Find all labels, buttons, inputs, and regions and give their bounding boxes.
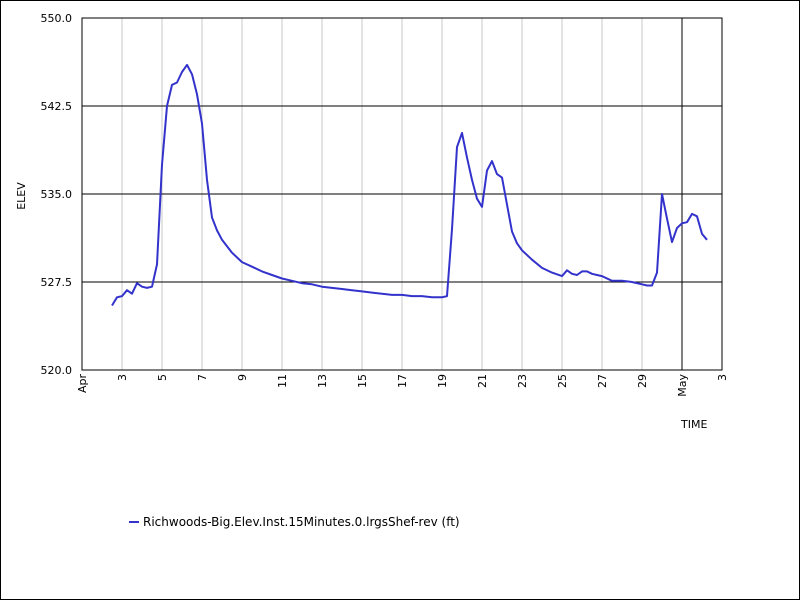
x-tick-labels: Apr 3 5 7 9 11 13 15 17 19 21 23 25 27 29 May 3 [76, 374, 729, 397]
x-tick-label: 27 [596, 374, 609, 388]
x-tick-label: 15 [356, 374, 369, 388]
x-tick-label: 29 [636, 374, 649, 388]
series-line [111, 63, 708, 307]
x-tick-label: 13 [316, 374, 329, 388]
legend-swatch [129, 521, 139, 523]
series-layer [111, 63, 708, 307]
x-axis-label: TIME [680, 418, 707, 431]
legend-label: Richwoods-Big.Elev.Inst.15Minutes.0.lrgs… [143, 515, 460, 529]
x-tick-label: 19 [436, 374, 449, 388]
x-tick-label: May [676, 374, 689, 397]
x-tick-label: 21 [476, 374, 489, 388]
x-tick-label: 25 [556, 374, 569, 388]
plot-border [81, 17, 723, 371]
y-axis-label: ELEV [15, 182, 28, 210]
x-tick-label: 3 [716, 374, 729, 381]
y-tick-label: 550.0 [41, 12, 73, 25]
x-tick-label: 11 [276, 374, 289, 388]
y-tick-labels: 550.0 542.5 535.0 527.5 520.0 [41, 12, 73, 377]
x-tick-label: 23 [516, 374, 529, 388]
y-tick-label: 542.5 [41, 100, 73, 113]
x-tick-label: 9 [236, 374, 249, 381]
x-tick-label: 17 [396, 374, 409, 388]
y-tick-label: 535.0 [41, 188, 73, 201]
y-tick-label: 527.5 [41, 276, 73, 289]
y-tick-label: 520.0 [41, 364, 73, 377]
x-tick-label: 7 [196, 374, 209, 381]
horizontal-gridlines [82, 105, 722, 283]
x-tick-label: 3 [116, 374, 129, 381]
x-tick-label: 5 [156, 374, 169, 381]
legend: Richwoods-Big.Elev.Inst.15Minutes.0.lrgs… [129, 515, 460, 529]
x-tick-label: Apr [76, 374, 89, 394]
